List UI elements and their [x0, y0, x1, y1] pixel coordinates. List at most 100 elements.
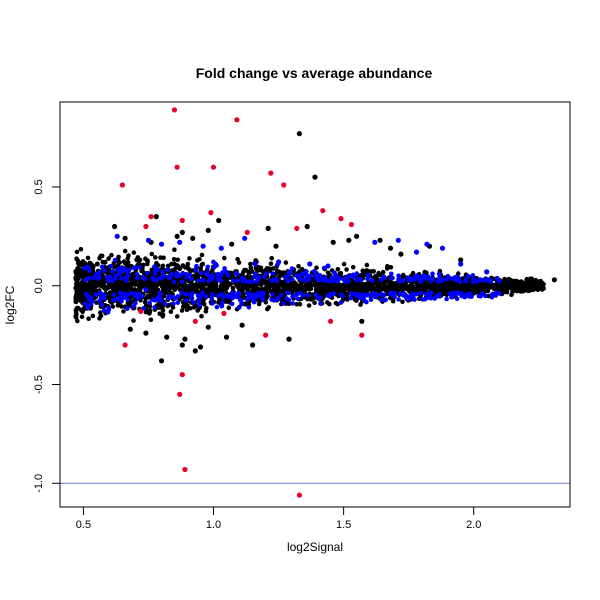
cloud-point-highlight [210, 292, 215, 298]
point-highlight [276, 259, 282, 265]
cloud-point-highlight [281, 301, 286, 306]
cloud-point-highlight [256, 290, 262, 296]
cloud-point-highlight [174, 270, 180, 276]
cloud-point-highlight [205, 264, 211, 270]
cloud-point [175, 257, 180, 263]
point-significant [359, 332, 365, 338]
cloud-point-highlight [392, 294, 397, 300]
cloud-point-highlight [383, 297, 389, 303]
cloud-point [195, 258, 200, 263]
point-background [359, 318, 365, 324]
cloud-point [147, 304, 153, 309]
cloud-point-highlight [97, 298, 102, 304]
cloud-point [122, 248, 128, 254]
cloud-point [350, 280, 356, 286]
point-significant [138, 308, 144, 314]
cloud-point-highlight [108, 263, 113, 269]
cloud-point [294, 302, 299, 307]
cloud-point-highlight [91, 275, 97, 280]
cloud-point-highlight [262, 274, 267, 280]
point-significant [174, 164, 180, 170]
cloud-point [78, 246, 84, 252]
cloud-point [213, 282, 219, 288]
cloud-point-highlight [260, 297, 266, 303]
cloud-point-highlight [209, 276, 215, 282]
point-background [179, 229, 185, 235]
cloud-point [171, 257, 177, 262]
cloud-point [266, 305, 272, 310]
cloud-point [99, 253, 105, 259]
cloud-point-highlight [230, 278, 236, 283]
cloud-point-highlight [169, 271, 174, 277]
cloud-point [481, 285, 487, 290]
point-significant [177, 391, 183, 397]
cloud-point-highlight [252, 274, 257, 280]
point-highlight [200, 243, 206, 249]
cloud-point-highlight [99, 264, 105, 270]
cloud-point [306, 285, 312, 291]
cloud-point-highlight [88, 301, 94, 307]
cloud-point [125, 282, 130, 288]
cloud-point [115, 281, 120, 287]
cloud-point [160, 314, 165, 319]
cloud-point [376, 284, 382, 290]
point-highlight [307, 261, 313, 267]
cloud-point-highlight [305, 292, 311, 298]
point-highlight [372, 239, 378, 245]
cloud-point [134, 257, 139, 263]
point-highlight [484, 269, 490, 275]
cloud-point [100, 259, 106, 265]
cloud-point [124, 263, 130, 269]
cloud-point-highlight [160, 269, 165, 275]
cloud-point-highlight [85, 264, 90, 270]
cloud-point-highlight [271, 298, 277, 303]
cloud-point [256, 298, 262, 303]
cloud-point [166, 284, 172, 289]
cloud-point-highlight [180, 270, 186, 276]
cloud-point-highlight [318, 301, 323, 306]
point-highlight [158, 241, 165, 247]
cloud-point-highlight [119, 298, 124, 304]
cloud-point-highlight [389, 290, 394, 295]
cloud-point [465, 286, 471, 292]
point-significant [263, 332, 269, 338]
point-highlight [145, 237, 152, 243]
cloud-point-highlight [166, 294, 172, 299]
cloud-point-highlight [205, 270, 210, 275]
cloud-point-highlight [224, 293, 230, 299]
cloud-point-highlight [409, 291, 415, 297]
point-background [354, 233, 360, 239]
cloud-point-highlight [307, 273, 313, 279]
cloud-point [79, 314, 85, 320]
cloud-point-highlight [486, 277, 492, 283]
cloud-point-highlight [141, 306, 146, 311]
cloud-point [137, 287, 143, 293]
cloud-point [162, 293, 167, 299]
cloud-point [274, 268, 280, 274]
cloud-point [74, 305, 80, 311]
cloud-point [326, 288, 332, 294]
cloud-point-highlight [189, 295, 194, 301]
cloud-point [359, 289, 365, 294]
cloud-point-highlight [327, 278, 332, 284]
cloud-point-highlight [432, 296, 438, 301]
point-background [164, 334, 170, 340]
cloud-point [169, 261, 174, 267]
point-significant [182, 466, 188, 473]
cloud-point [155, 263, 161, 268]
cloud-point [443, 282, 449, 288]
cloud-point [401, 272, 406, 278]
cloud-point-highlight [153, 268, 158, 274]
cloud-point-highlight [423, 291, 429, 297]
cloud-point-highlight [118, 265, 123, 271]
cloud-point-highlight [435, 278, 441, 284]
cloud-point [524, 277, 529, 283]
cloud-point-highlight [184, 275, 189, 280]
cloud-point-highlight [110, 268, 115, 274]
cloud-point-highlight [381, 274, 387, 280]
cloud-point [270, 266, 276, 271]
cloud-point [267, 268, 273, 274]
cloud-point [306, 303, 312, 308]
cloud-point [350, 264, 356, 270]
cloud-point [75, 287, 80, 293]
